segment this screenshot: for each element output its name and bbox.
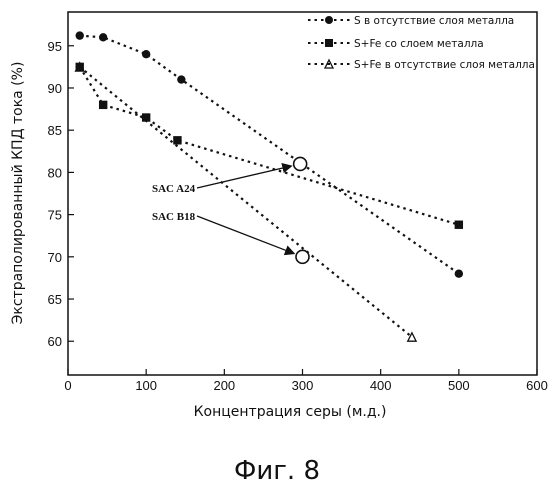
- legend-marker: [325, 16, 333, 24]
- figure-caption: Фиг. 8: [0, 456, 554, 486]
- x-tick-label: 500: [448, 378, 470, 393]
- series-line-3: [80, 67, 412, 337]
- annotation-arrow: [197, 216, 294, 254]
- data-point: [455, 269, 463, 277]
- annotation-circle: [294, 157, 307, 170]
- y-tick-label: 80: [48, 165, 62, 180]
- y-axis-label: Экстраполированный КПД тока (%): [10, 62, 26, 325]
- legend-marker: [325, 39, 333, 47]
- legend-entry: S в отсутствие слоя металла: [354, 15, 514, 27]
- chart: 0 100 200 300 400 500 600 60 65 70 75 80 85 90 95 SAC …: [0, 0, 554, 450]
- y-tick-label: 95: [48, 39, 62, 54]
- y-tick-label: 65: [48, 292, 62, 307]
- x-tick-label: 600: [526, 378, 548, 393]
- data-point: [455, 221, 463, 229]
- data-point: [99, 101, 107, 109]
- annotation-label: SAC A24: [152, 183, 196, 195]
- annotation-arrow: [197, 166, 291, 188]
- x-tick-label: 0: [64, 378, 71, 393]
- y-tick-label: 75: [48, 208, 62, 223]
- data-point: [142, 50, 150, 58]
- data-point: [177, 75, 185, 83]
- y-tick-label: 90: [48, 81, 62, 96]
- x-tick-label: 400: [370, 378, 392, 393]
- series-line-2: [80, 67, 459, 225]
- data-point: [173, 136, 181, 144]
- data-point: [142, 113, 150, 121]
- data-point: [76, 31, 84, 39]
- x-tick-label: 200: [213, 378, 235, 393]
- data-point: [99, 33, 107, 41]
- x-tick-label: 100: [135, 378, 157, 393]
- annotation-label: SAC B18: [152, 211, 196, 223]
- y-tick-label: 60: [48, 334, 62, 349]
- series-line-1: [80, 36, 459, 274]
- legend-entry: S+Fe со слоем металла: [354, 38, 484, 50]
- y-tick-label: 70: [48, 250, 62, 265]
- series-lines: [80, 36, 459, 337]
- y-tick-label: 85: [48, 123, 62, 138]
- annotation-circle: [296, 250, 309, 263]
- legend-entry: S+Fe в отсутствие слоя металла: [354, 59, 535, 71]
- x-axis-label: Концентрация серы (м.д.): [194, 404, 387, 420]
- x-tick-label: 300: [292, 378, 314, 393]
- legend: S в отсутствие слоя металла S+Fe со слоем…: [308, 15, 535, 71]
- axis-ticks: 0 100 200 300 400 500 600 60 65 70 75 80 85 90 95: [48, 39, 548, 393]
- series-markers: [76, 31, 464, 341]
